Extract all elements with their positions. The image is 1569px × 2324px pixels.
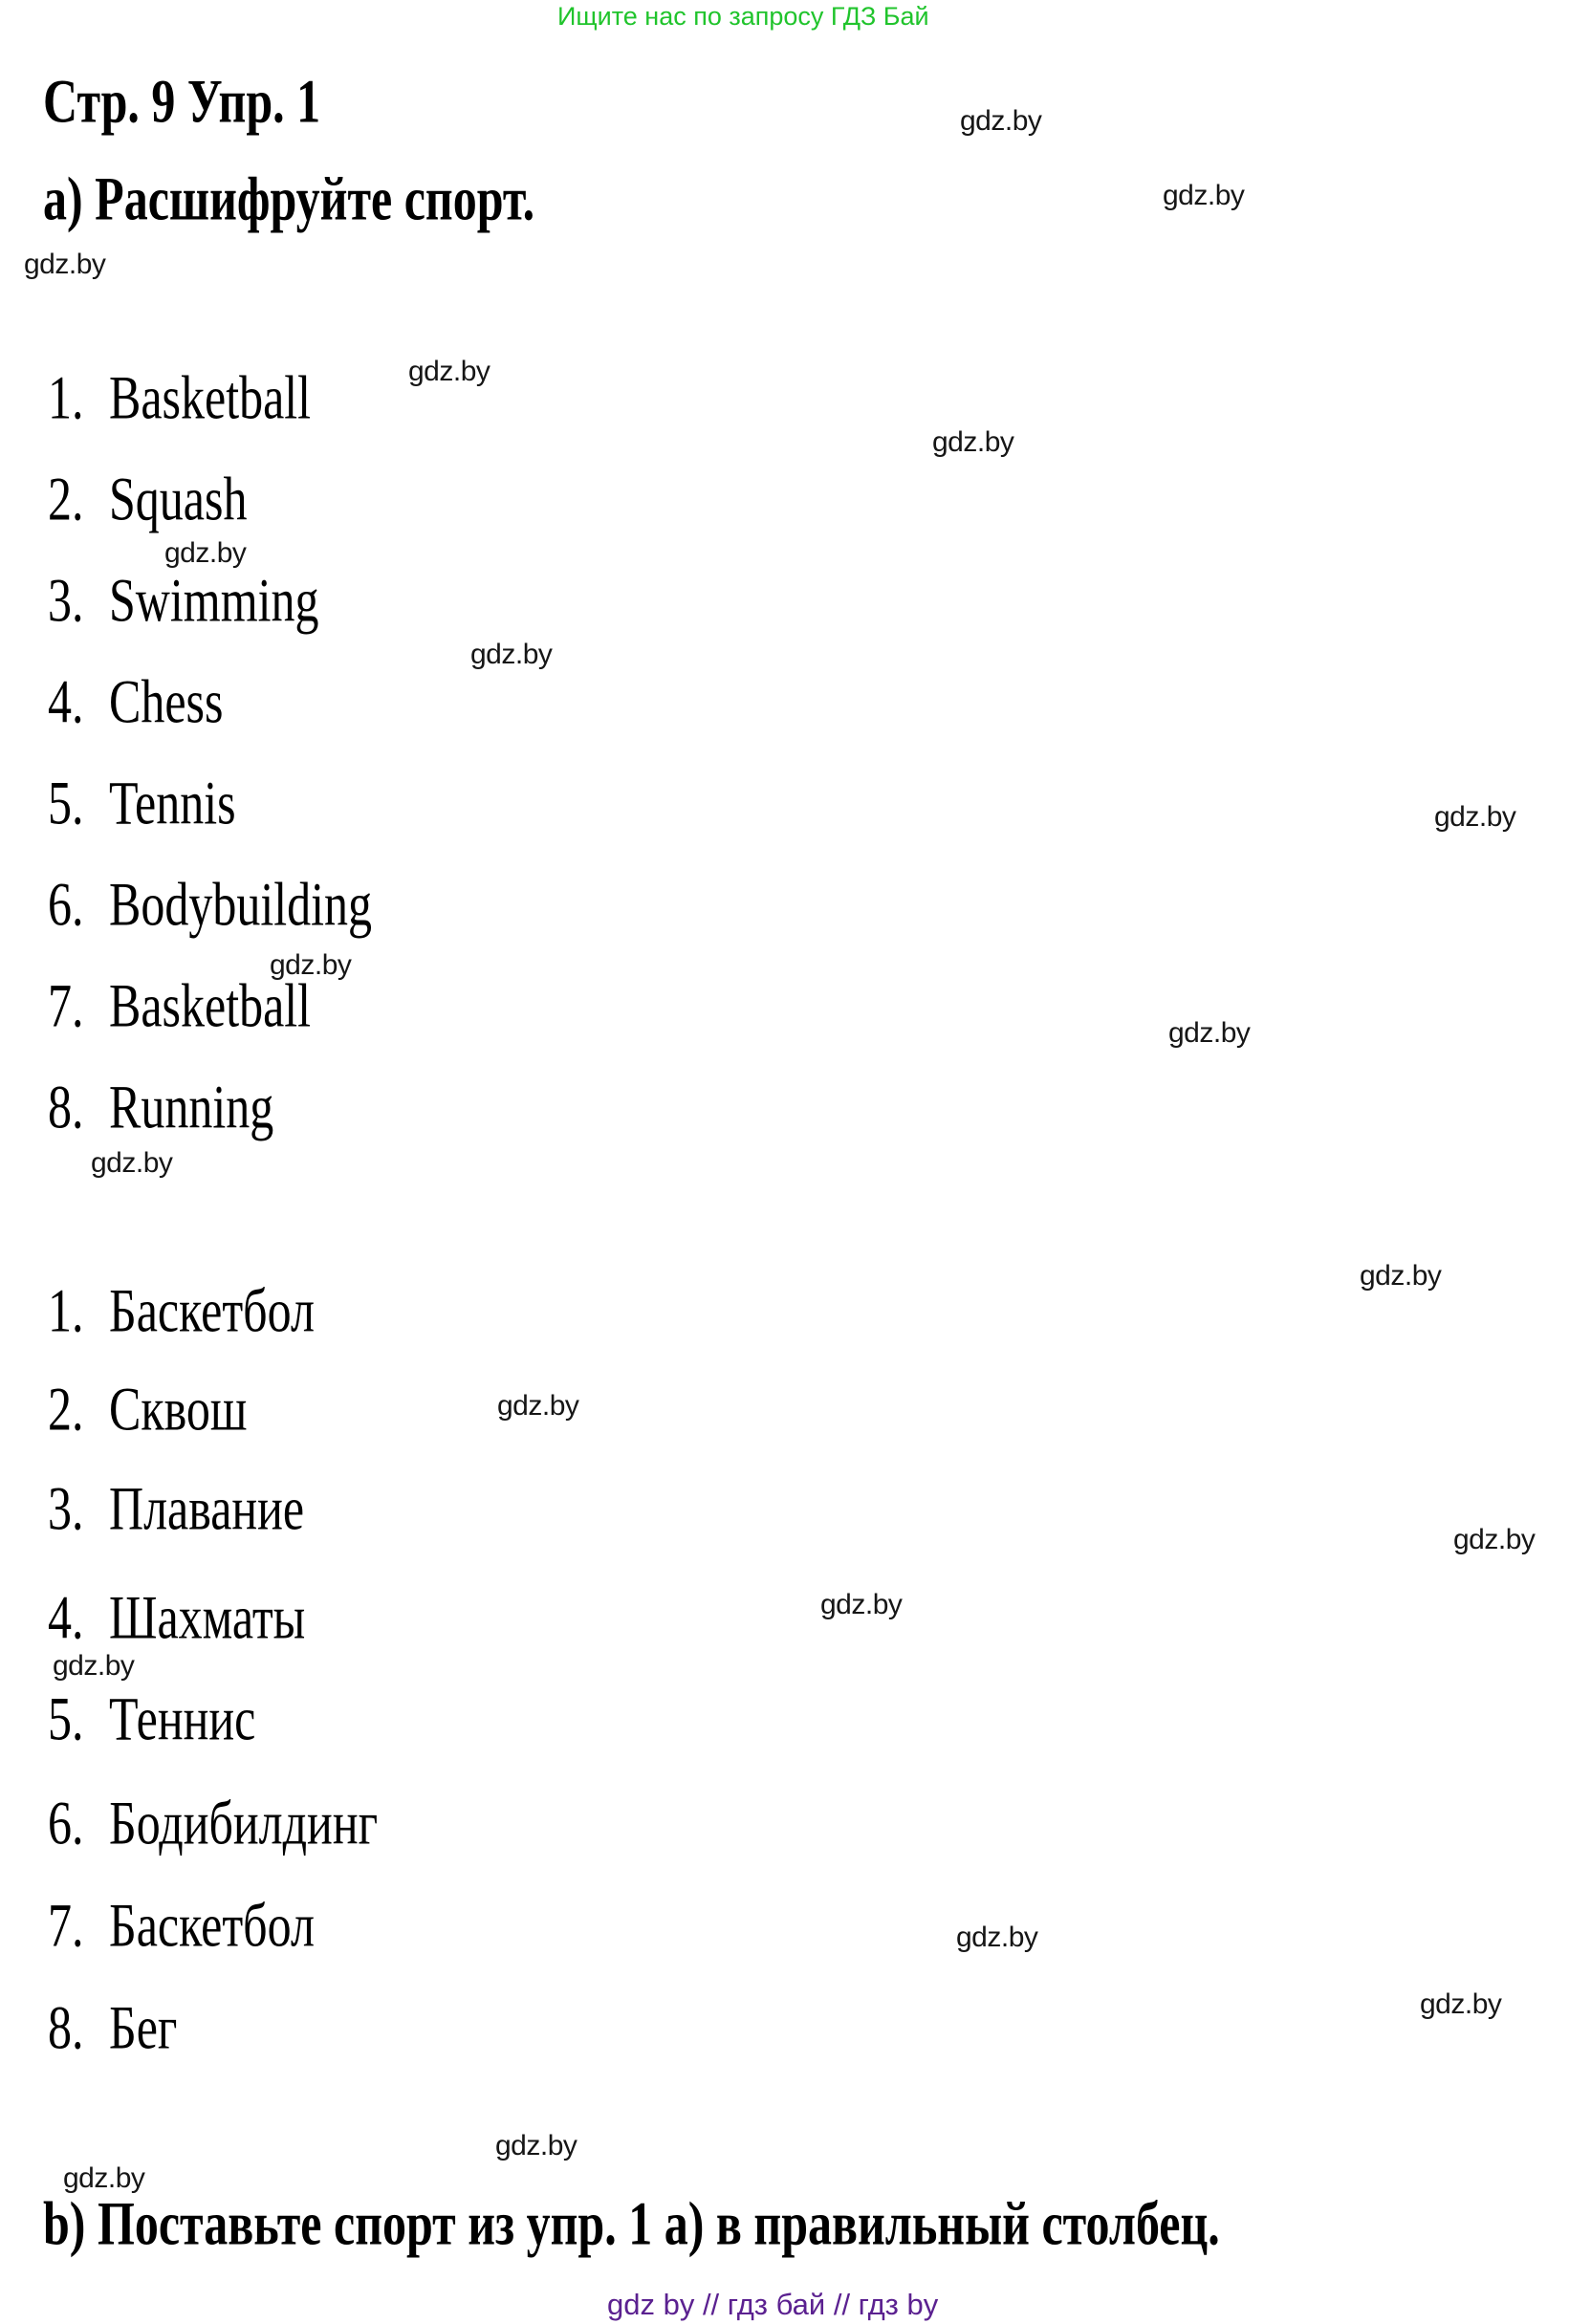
gdz-watermark: gdz.by <box>820 1589 903 1620</box>
item-number: 3. <box>48 1473 84 1543</box>
list-item: 2. Сквош <box>48 1378 247 1440</box>
item-number: 1. <box>48 1275 84 1345</box>
item-label: Шахматы <box>109 1582 306 1652</box>
item-label: Squash <box>109 464 248 533</box>
page-title: Стр. 9 Упр. 1 <box>43 70 320 132</box>
gdz-watermark: gdz.by <box>1163 180 1245 211</box>
item-label: Плавание <box>109 1473 305 1543</box>
item-number: 5. <box>48 1683 84 1753</box>
item-number: 5. <box>48 768 84 837</box>
item-label: Basketball <box>109 362 312 432</box>
gdz-watermark: gdz.by <box>497 1390 579 1422</box>
item-label: Tennis <box>109 768 236 837</box>
item-label: Теннис <box>109 1683 256 1753</box>
item-label: Бег <box>109 1992 178 2062</box>
list-item: 1. Basketball <box>48 366 311 428</box>
gdz-watermark: gdz.by <box>63 2162 145 2194</box>
item-number: 8. <box>48 1992 84 2062</box>
task-b-heading-text: b) Поставьте спорт из упр. 1 а) в правил… <box>43 2188 1220 2258</box>
gdz-watermark: gdz.by <box>1360 1260 1442 1292</box>
gdz-watermark: gdz.by <box>932 426 1014 458</box>
item-label: Сквош <box>109 1374 248 1444</box>
gdz-watermark: gdz.by <box>956 1922 1038 1953</box>
gdz-watermark: gdz.by <box>270 949 352 981</box>
gdz-watermark: gdz.by <box>24 249 106 280</box>
gdz-watermark: gdz.by <box>495 2130 577 2161</box>
gdz-watermark: gdz.by <box>1453 1524 1536 1555</box>
task-a-heading-text: а) Расшифруйте спорт. <box>43 163 535 233</box>
list-item: 2. Squash <box>48 467 247 530</box>
gdz-watermark: gdz.by <box>1168 1017 1251 1049</box>
gdz-watermark: gdz.by <box>91 1147 173 1179</box>
item-number: 2. <box>48 1374 84 1444</box>
item-number: 8. <box>48 1072 84 1141</box>
task-b-heading: b) Поставьте спорт из упр. 1 а) в правил… <box>43 2192 1220 2254</box>
item-number: 4. <box>48 666 84 736</box>
gdz-watermark: gdz.by <box>408 356 490 387</box>
gdz-watermark: gdz.by <box>1420 1988 1502 2020</box>
list-item: 4. Шахматы <box>48 1586 305 1648</box>
item-number: 1. <box>48 362 84 432</box>
list-item: 7. Basketball <box>48 974 311 1036</box>
gdz-watermark: gdz.by <box>53 1650 135 1682</box>
item-label: Баскетбол <box>109 1275 315 1345</box>
item-label: Swimming <box>109 565 319 635</box>
item-number: 6. <box>48 869 84 939</box>
item-number: 6. <box>48 1788 84 1857</box>
item-label: Basketball <box>109 970 312 1040</box>
promo-banner: Ищите нас по запросу ГДЗ Бай <box>557 2 929 31</box>
page-title-text: Стр. 9 Упр. 1 <box>43 66 321 136</box>
item-label: Chess <box>109 666 224 736</box>
item-number: 2. <box>48 464 84 533</box>
footer-links: gdz by // гдз бай // гдз by <box>607 2288 939 2321</box>
gdz-watermark: gdz.by <box>470 639 553 670</box>
list-item: 6. Bodybuilding <box>48 873 372 935</box>
list-item: 8. Running <box>48 1075 273 1138</box>
item-label: Running <box>109 1072 274 1141</box>
item-number: 7. <box>48 1890 84 1960</box>
item-label: Бодибилдинг <box>109 1788 379 1857</box>
gdz-watermark: gdz.by <box>164 537 247 569</box>
item-number: 7. <box>48 970 84 1040</box>
task-a-heading: а) Расшифруйте спорт. <box>43 167 534 229</box>
list-item: 6. Бодибилдинг <box>48 1792 378 1854</box>
list-item: 3. Плавание <box>48 1477 304 1539</box>
list-item: 5. Tennis <box>48 771 236 834</box>
list-item: 5. Теннис <box>48 1687 255 1749</box>
list-item: 7. Баскетбол <box>48 1894 315 1956</box>
item-number: 4. <box>48 1582 84 1652</box>
list-item: 3. Swimming <box>48 569 318 631</box>
list-item: 4. Chess <box>48 670 223 732</box>
list-item: 1. Баскетбол <box>48 1279 315 1341</box>
item-number: 3. <box>48 565 84 635</box>
gdz-watermark: gdz.by <box>1434 801 1516 833</box>
gdz-watermark: gdz.by <box>960 105 1042 137</box>
item-label: Bodybuilding <box>109 869 373 939</box>
item-label: Баскетбол <box>109 1890 315 1960</box>
list-item: 8. Бег <box>48 1996 177 2058</box>
